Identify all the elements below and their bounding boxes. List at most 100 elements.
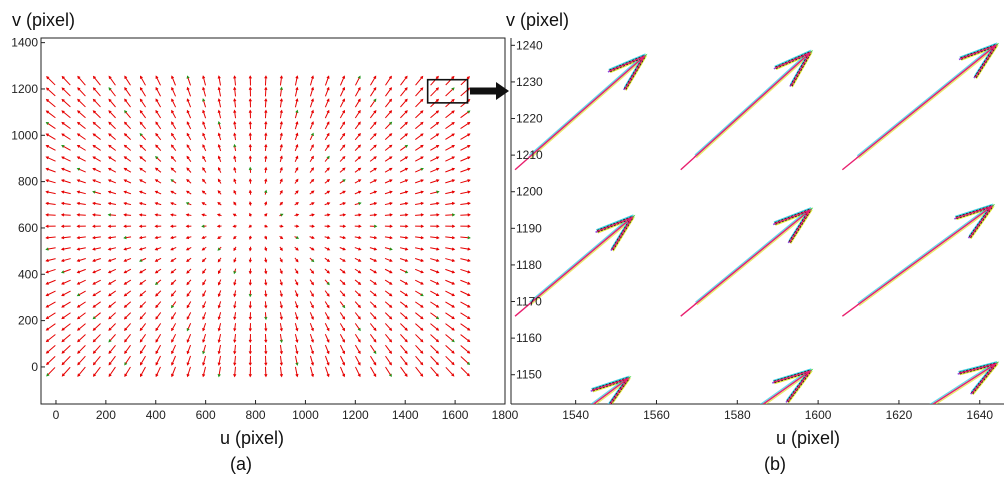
vector-arrow bbox=[233, 355, 237, 366]
vector-arrow bbox=[248, 143, 252, 151]
y-tick-label-b: 1230 bbox=[516, 75, 543, 89]
vector-shaft bbox=[108, 156, 117, 162]
vector-head bbox=[77, 110, 81, 114]
vector-arrow bbox=[140, 366, 146, 378]
vector-head bbox=[92, 98, 96, 102]
vector-head bbox=[108, 316, 112, 320]
vector-shaft bbox=[339, 87, 345, 97]
vector-arrow bbox=[369, 213, 378, 217]
vector-arrow bbox=[45, 156, 56, 162]
vector-arrow bbox=[186, 312, 192, 320]
x-tick-label-a: 600 bbox=[196, 408, 216, 422]
vector-arrow bbox=[60, 258, 71, 262]
vector-head bbox=[310, 316, 314, 320]
vector-shaft bbox=[399, 279, 408, 285]
vector-head bbox=[154, 167, 159, 171]
vector-shaft bbox=[171, 76, 176, 86]
vector-head bbox=[342, 247, 346, 251]
vector-shaft bbox=[155, 156, 162, 162]
vector-arrow bbox=[369, 179, 378, 184]
vector-head bbox=[123, 258, 127, 262]
vector-head bbox=[139, 167, 143, 171]
vector-shaft bbox=[430, 312, 439, 319]
vector-arrow bbox=[354, 344, 361, 355]
vector-head bbox=[436, 281, 440, 285]
vector-shaft bbox=[294, 76, 298, 86]
vector-shaft bbox=[294, 87, 298, 97]
vector-shaft bbox=[399, 247, 408, 250]
vector-arrow bbox=[202, 109, 207, 119]
vector-arrow bbox=[354, 109, 361, 119]
vector-shaft bbox=[139, 268, 147, 274]
vector-head bbox=[61, 167, 65, 171]
vector-head bbox=[405, 224, 409, 228]
vector-arrow bbox=[460, 179, 471, 184]
vector-arrow bbox=[324, 190, 331, 195]
vector-shaft bbox=[369, 214, 377, 216]
vector-arrow bbox=[76, 224, 86, 228]
vector-head bbox=[467, 304, 471, 308]
arrow-shaft bbox=[841, 44, 997, 171]
vector-shaft bbox=[384, 133, 392, 141]
vector-head bbox=[248, 189, 252, 194]
y-axis-title-b: v (pixel) bbox=[506, 10, 569, 30]
vector-head bbox=[45, 179, 49, 183]
vector-shaft bbox=[171, 144, 177, 152]
vector-head bbox=[373, 350, 377, 355]
vector-head bbox=[357, 121, 361, 125]
vector-head bbox=[342, 316, 346, 320]
vector-arrow bbox=[61, 366, 71, 377]
vector-arrow bbox=[124, 334, 131, 343]
vector-arrow bbox=[92, 247, 101, 251]
vector-head bbox=[217, 121, 221, 125]
vector-shaft bbox=[61, 76, 71, 86]
vector-head bbox=[373, 75, 377, 79]
vector-shaft bbox=[92, 179, 101, 184]
vector-arrow bbox=[399, 144, 409, 151]
vector-head bbox=[388, 98, 393, 102]
vector-shaft bbox=[445, 312, 455, 319]
vector-head bbox=[435, 327, 440, 331]
vector-head bbox=[45, 224, 49, 228]
vector-arrow bbox=[415, 290, 424, 297]
vector-shaft bbox=[354, 121, 361, 130]
vector-shaft bbox=[233, 301, 237, 308]
vector-head bbox=[279, 86, 283, 91]
vector-shaft bbox=[354, 133, 361, 141]
vector-shaft bbox=[108, 334, 116, 343]
vector-shaft bbox=[93, 344, 101, 354]
vector-head bbox=[435, 87, 439, 91]
vector-shaft bbox=[399, 156, 408, 162]
vector-arrow bbox=[279, 257, 283, 263]
vector-head bbox=[248, 259, 252, 263]
vector-head bbox=[217, 362, 221, 366]
vector-head bbox=[248, 305, 252, 309]
vector-arrow bbox=[430, 121, 440, 130]
vector-arrow bbox=[339, 279, 346, 286]
vector-shaft bbox=[234, 344, 237, 354]
vector-head bbox=[279, 178, 283, 182]
vector-head bbox=[108, 87, 112, 91]
vector-shaft bbox=[430, 301, 439, 308]
vector-arrow bbox=[171, 366, 176, 378]
vector-arrow bbox=[309, 202, 315, 206]
vector-head bbox=[405, 236, 409, 240]
vector-shaft bbox=[415, 236, 424, 239]
vector-head bbox=[45, 247, 49, 251]
vector-head bbox=[139, 109, 143, 114]
vector-shaft bbox=[124, 144, 132, 151]
vector-head bbox=[76, 258, 81, 262]
vector-shaft bbox=[294, 99, 298, 108]
vector-arrow bbox=[123, 179, 132, 184]
vector-arrow bbox=[186, 268, 192, 274]
vector-head bbox=[326, 236, 331, 240]
vector-shaft bbox=[369, 268, 377, 274]
vector-head bbox=[436, 156, 440, 160]
vector-head bbox=[467, 133, 471, 137]
vector-arrow bbox=[124, 355, 131, 366]
vector-head bbox=[154, 179, 159, 183]
vector-shaft bbox=[460, 110, 470, 119]
vector-shaft bbox=[46, 334, 56, 342]
vector-arrow bbox=[76, 323, 86, 331]
vector-head bbox=[467, 213, 471, 217]
